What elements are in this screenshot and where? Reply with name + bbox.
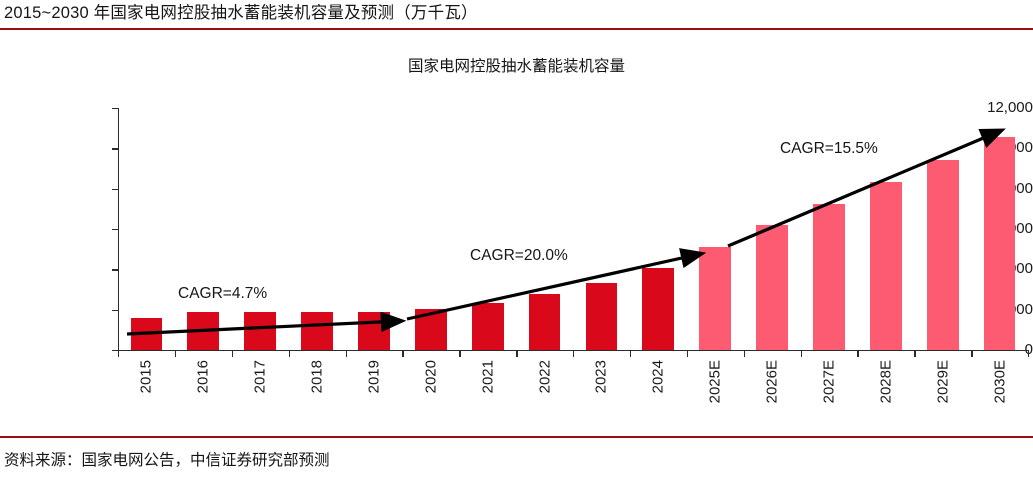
bar-2017[interactable]: [244, 311, 277, 350]
x-tick-label: 2019: [365, 360, 383, 394]
x-tick-label: 2028E: [877, 360, 895, 404]
x-tick-label: 2018: [308, 360, 326, 394]
x-tick-mark: [231, 350, 234, 357]
y-tick-mark: [112, 148, 119, 150]
x-tick-mark: [459, 350, 461, 357]
bar-2027e[interactable]: [813, 203, 845, 350]
bar-2026e[interactable]: [756, 224, 788, 350]
header-divider: [0, 28, 1033, 30]
cagr-label-1: CAGR=4.7%: [178, 285, 268, 302]
x-tick-label: 2015: [137, 360, 155, 394]
bar-2025e[interactable]: [699, 246, 732, 350]
x-tick-label-slot: 2019: [354, 360, 394, 430]
x-tick-label: 2022: [536, 360, 554, 394]
bar-2029e[interactable]: [926, 159, 959, 350]
x-tick-mark: [573, 350, 575, 357]
figure-title: 2015~2030 年国家电网控股抽水蓄能装机容量及预测（万千瓦）: [4, 4, 478, 22]
x-tick-mark: [345, 350, 347, 357]
x-tick-label-slot: 2022: [525, 360, 565, 430]
x-tick-label-slot: 2027E: [809, 360, 849, 430]
source-note: 资料来源：国家电网公告，中信证券研究部预测: [4, 452, 330, 469]
x-tick-label-slot: 2030E: [980, 360, 1020, 430]
y-tick-mark: [112, 108, 119, 110]
x-tick-mark: [914, 350, 916, 357]
x-tick-label: 2023: [592, 360, 610, 394]
x-tick-label-slot: 2018: [297, 360, 337, 430]
bar-2021[interactable]: [471, 302, 504, 350]
x-tick-label-slot: 2020: [411, 360, 451, 430]
y-tick-label: 0: [951, 341, 1033, 358]
x-tick-label-slot: 2028E: [866, 360, 906, 430]
x-tick-mark: [288, 350, 291, 357]
x-tick-label: 2026E: [763, 360, 781, 404]
y-tick-mark: [112, 269, 119, 271]
x-tick-label: 2016: [194, 360, 212, 394]
bar-2016[interactable]: [187, 311, 220, 350]
x-tick-mark: [118, 350, 120, 357]
x-tick-label: 2030E: [991, 360, 1009, 404]
x-tick-mark: [743, 350, 746, 357]
x-tick-label: 2027E: [820, 360, 838, 404]
y-tick-label: 12,000: [987, 99, 1033, 116]
footer-divider: [0, 436, 1033, 438]
x-tick-mark: [971, 350, 973, 357]
bar-2019[interactable]: [358, 311, 390, 350]
x-tick-label: 2029E: [934, 360, 952, 404]
x-tick-mark: [402, 350, 404, 357]
x-tick-label: 2020: [422, 360, 440, 394]
cagr-label-2: CAGR=20.0%: [470, 247, 568, 264]
x-tick-label: 2021: [479, 360, 497, 394]
x-tick-label: 2024: [649, 360, 667, 394]
bar-2024[interactable]: [642, 268, 675, 350]
bar-2030e[interactable]: [983, 137, 1016, 350]
x-tick-mark: [857, 350, 859, 357]
x-tick-mark: [174, 350, 177, 357]
x-tick-mark: [516, 350, 518, 357]
x-tick-label-slot: 2023: [581, 360, 621, 430]
x-tick-mark: [1028, 350, 1030, 357]
x-tick-label-slot: 2015: [126, 360, 166, 430]
bar-2023[interactable]: [585, 283, 618, 350]
x-tick-label-slot: 2029E: [923, 360, 963, 430]
x-tick-mark: [686, 350, 689, 357]
y-tick-mark: [112, 309, 119, 312]
figure-header: 2015~2030 年国家电网控股抽水蓄能装机容量及预测（万千瓦）: [0, 0, 1033, 30]
x-tick-mark: [629, 350, 632, 357]
x-tick-mark: [800, 350, 802, 357]
y-axis-line: [118, 108, 120, 350]
bar-series: [118, 108, 1028, 350]
y-tick-mark: [112, 229, 119, 231]
x-tick-label: 2017: [251, 360, 269, 394]
x-tick-label-slot: 2025E: [695, 360, 735, 430]
x-tick-label-slot: 2021: [468, 360, 508, 430]
cagr-label-3: CAGR=15.5%: [780, 140, 878, 157]
figure-footer: 资料来源：国家电网公告，中信证券研究部预测: [0, 436, 1033, 480]
chart-region: 国家电网控股抽水蓄能装机容量 02,0004,0006,0008,00010,0…: [0, 30, 1033, 430]
x-tick-label-slot: 2016: [183, 360, 223, 430]
y-tick-mark: [112, 350, 119, 352]
bar-2018[interactable]: [301, 311, 333, 350]
x-tick-label: 2025E: [706, 360, 724, 404]
x-tick-label-slot: 2017: [240, 360, 280, 430]
bar-2022[interactable]: [528, 293, 561, 350]
bar-2028e[interactable]: [869, 182, 902, 350]
x-tick-label-slot: 2026E: [752, 360, 792, 430]
bar-2015[interactable]: [130, 317, 163, 350]
y-tick-mark: [112, 188, 119, 191]
plot-area: 02,0004,0006,0008,00010,00012,000 201520…: [0, 30, 1033, 430]
x-tick-label-slot: 2024: [638, 360, 678, 430]
bar-2020[interactable]: [414, 308, 447, 350]
chart-title: 国家电网控股抽水蓄能装机容量: [407, 58, 625, 75]
